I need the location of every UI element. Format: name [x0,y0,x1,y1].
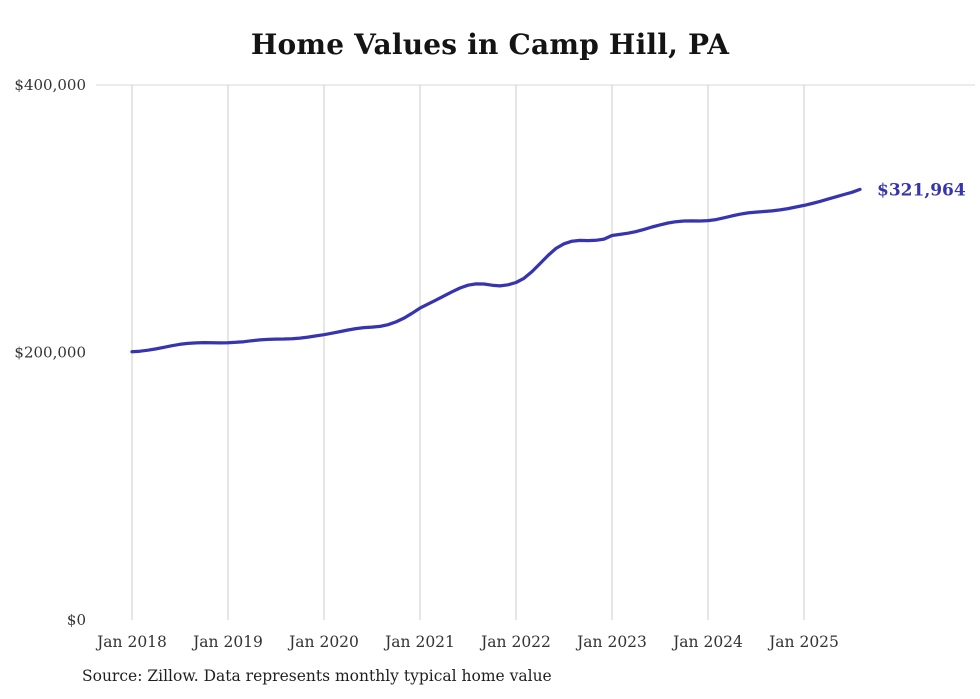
y-tick-label: $200,000 [14,344,86,362]
x-tick-label: Jan 2020 [287,633,359,651]
value-line [130,187,862,354]
x-tick-label: Jan 2023 [575,633,647,651]
x-tick-label: Jan 2019 [191,633,263,651]
x-tick-label: Jan 2021 [383,633,455,651]
source-note: Source: Zillow. Data represents monthly … [82,667,552,685]
x-tick-label: Jan 2018 [95,633,167,651]
end-value-label: $321,964 [877,180,966,200]
x-tick-label: Jan 2022 [479,633,551,651]
x-tick-label: Jan 2024 [671,633,743,651]
x-tick-label: Jan 2025 [767,633,839,651]
chart-title: Home Values in Camp Hill, PA [250,28,730,61]
y-tick-label: $400,000 [14,76,86,94]
y-tick-label: $0 [67,611,86,629]
